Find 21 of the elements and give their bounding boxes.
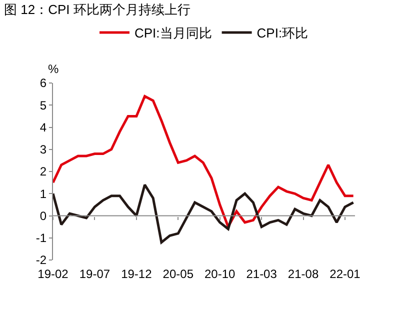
x-tick-label: 19-02 bbox=[38, 267, 69, 281]
y-tick-label: 0 bbox=[40, 208, 47, 223]
x-tick-label: 21-08 bbox=[288, 267, 319, 281]
x-tick-label: 20-10 bbox=[204, 267, 236, 281]
legend-label: CPI:环比 bbox=[256, 26, 308, 41]
x-tick-label: 19-12 bbox=[121, 267, 152, 281]
y-tick-label: 1 bbox=[40, 186, 47, 201]
y-tick-label: 2 bbox=[40, 164, 47, 179]
y-tick-label: 4 bbox=[40, 120, 47, 134]
x-tick-label: 20-05 bbox=[162, 267, 194, 281]
legend-label: CPI:当月同比 bbox=[134, 26, 212, 41]
x-tick-label: 22-01 bbox=[330, 267, 361, 281]
y-tick-label: -2 bbox=[36, 253, 47, 268]
x-tick-label: 19-07 bbox=[79, 267, 110, 281]
y-tick-label: 3 bbox=[40, 142, 47, 157]
y-axis-title: % bbox=[48, 62, 59, 76]
y-tick-label: 5 bbox=[40, 98, 47, 112]
chart-title: 图 12：CPI 环比两个月持续上行 bbox=[4, 2, 190, 17]
x-tick-label: 21-03 bbox=[246, 267, 278, 281]
y-tick-label: -1 bbox=[36, 231, 47, 246]
y-tick-label: 6 bbox=[40, 76, 47, 90]
